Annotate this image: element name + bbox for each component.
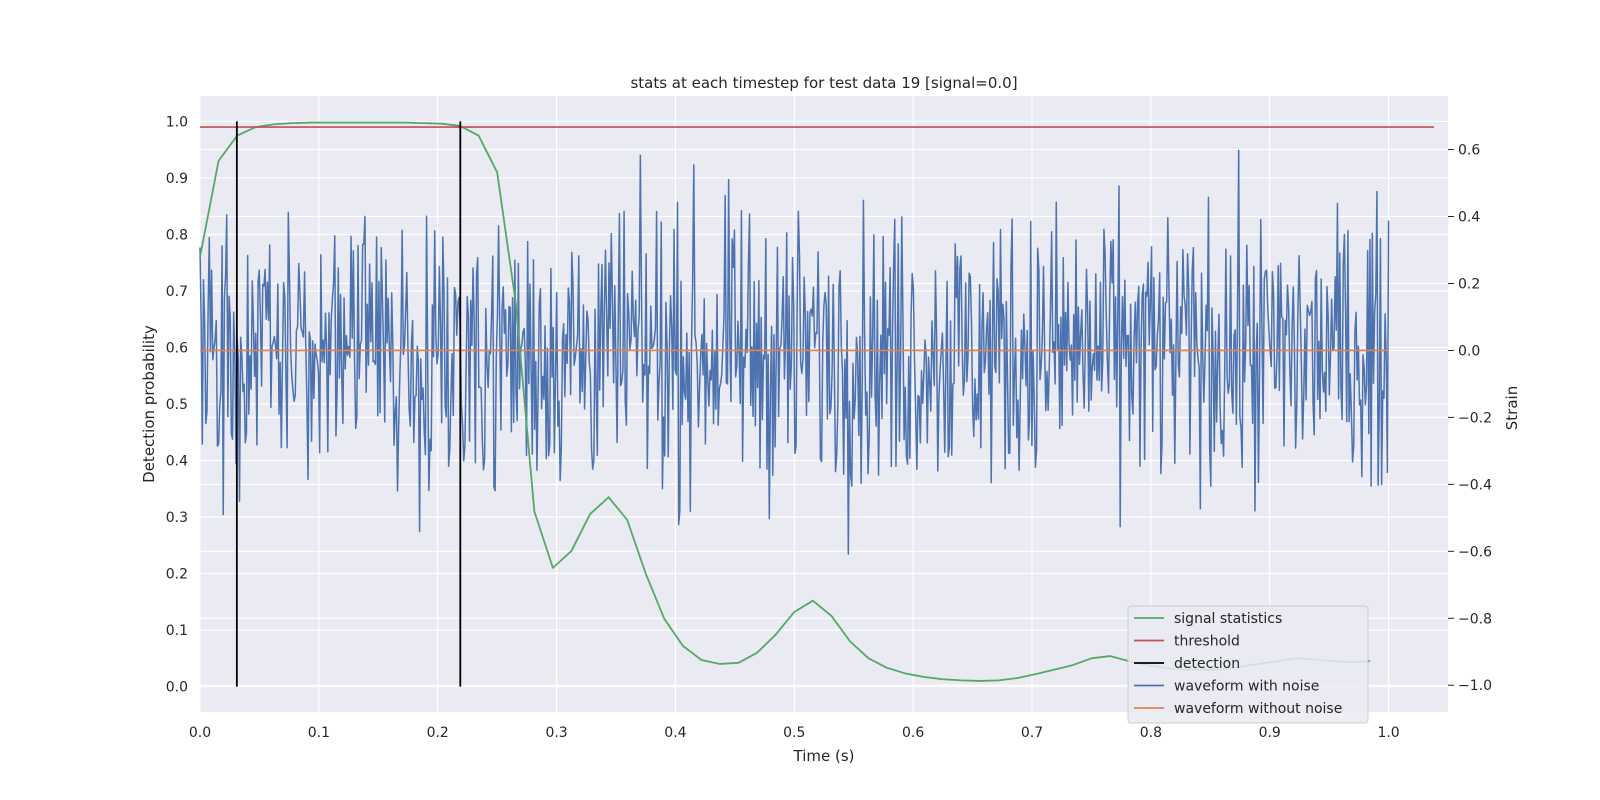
y-left-axis-title: Detection probability — [140, 325, 158, 483]
x-tick-label: 0.9 — [1259, 725, 1281, 741]
x-tick-labels: 0.0 0.1 0.2 0.3 0.4 0.5 0.6 0.7 0.8 0.9 1.0 — [189, 725, 1400, 741]
y-right-tick-label: 0.4 — [1458, 210, 1480, 226]
y-left-tick-label: 0.1 — [166, 623, 188, 639]
x-axis-title: Time (s) — [793, 747, 855, 765]
waveform-with-noise-line — [199, 149, 1390, 555]
x-tick-label: 0.2 — [427, 725, 449, 741]
detection-series — [235, 121, 462, 687]
y-left-tick-label: 0.0 — [166, 680, 188, 696]
x-tick-label: 0.5 — [783, 725, 805, 741]
y-left-tick-label: 0.8 — [166, 227, 188, 243]
y-left-tick-label: 0.2 — [166, 567, 188, 583]
x-tick-label: 1.0 — [1377, 725, 1399, 741]
y-right-tick-label: −0.6 — [1458, 544, 1492, 560]
y-left-tick-label: 0.7 — [166, 284, 188, 300]
y-left-tick-label: 0.5 — [166, 397, 188, 413]
y-right-tick-label: −0.2 — [1458, 410, 1492, 426]
legend-label: waveform without noise — [1174, 701, 1342, 717]
x-tick-label: 0.7 — [1021, 725, 1043, 741]
y-right-tick-label: 0.6 — [1458, 143, 1480, 159]
y-left-tick-label: 0.9 — [166, 171, 188, 187]
y-right-tick-label: −0.8 — [1458, 611, 1492, 627]
y-right-axis-title: Strain — [1503, 386, 1521, 430]
legend-box — [1127, 605, 1369, 724]
x-tick-label: 0.0 — [189, 725, 211, 741]
x-tick-label: 0.3 — [545, 725, 567, 741]
x-tick-label: 0.1 — [308, 725, 330, 741]
waveform-with-noise-series — [199, 149, 1390, 555]
legend: signal statistics threshold detection wavef… — [1127, 605, 1369, 724]
y-right-tick-label: 0.2 — [1458, 276, 1480, 292]
legend-label: waveform with noise — [1174, 679, 1319, 695]
y-left-tick-label: 0.3 — [166, 510, 188, 526]
x-tick-label: 0.8 — [1140, 725, 1162, 741]
x-tick-label: 0.4 — [664, 725, 686, 741]
legend-label: detection — [1174, 656, 1240, 672]
x-tick-label: 0.6 — [902, 725, 924, 741]
y-right-tick-label: −0.4 — [1458, 477, 1492, 493]
legend-label: threshold — [1174, 634, 1240, 650]
chart-title: stats at each timestep for test data 19 … — [630, 74, 1017, 92]
y-left-tick-label: 1.0 — [166, 114, 188, 130]
y-left-tick-labels: 0.0 0.1 0.2 0.3 0.4 0.5 0.6 0.7 0.8 0.9 1.0 — [166, 114, 188, 695]
y-right-tick-label: 0.0 — [1458, 343, 1480, 359]
y-left-tick-label: 0.4 — [166, 454, 188, 470]
legend-label: signal statistics — [1174, 611, 1282, 627]
y-right-tick-labels: −1.0 −0.8 −0.6 −0.4 −0.2 0.0 0.2 0.4 0.6 — [1448, 143, 1492, 694]
y-left-tick-label: 0.6 — [166, 340, 188, 356]
y-right-tick-label: −1.0 — [1458, 678, 1492, 694]
